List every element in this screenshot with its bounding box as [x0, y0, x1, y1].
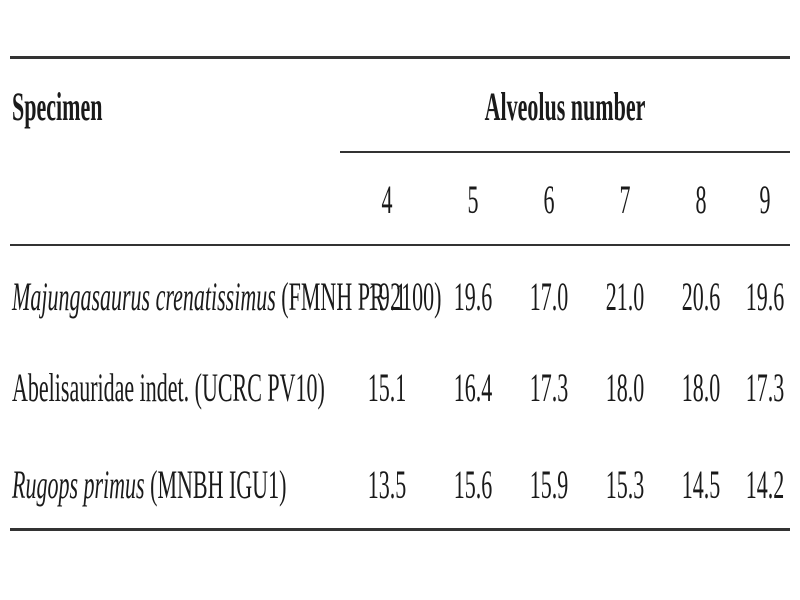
column-header: 4	[381, 177, 393, 222]
value-cell: 14.2	[745, 462, 785, 507]
taxon-name: Rugops primus	[12, 462, 145, 507]
value-cell: 18.0	[605, 365, 645, 410]
specimen-name: Abelisauridae indet. (UCRC PV10)	[12, 368, 325, 408]
value-cell: 17.3	[745, 365, 785, 410]
column-header: 8	[695, 177, 707, 222]
value-cell: 15.3	[605, 462, 645, 507]
value-cell: 17.0	[529, 274, 569, 319]
specimen-header: Specimen	[12, 84, 103, 129]
header-rule	[10, 244, 790, 246]
value-cell: 14.5	[681, 462, 721, 507]
value-cell: 15.6	[453, 462, 493, 507]
value-cell: 15.9	[529, 462, 569, 507]
value-cell: 16.4	[453, 365, 493, 410]
specimen-name: Rugops primus (MNBH IGU1)	[12, 465, 286, 505]
specimen-name: Majungasaurus crenatissimus (FMNH PR 210…	[12, 277, 441, 317]
group-rule	[340, 151, 790, 153]
value-cell: 18.0	[681, 365, 721, 410]
bottom-rule	[10, 528, 790, 531]
group-header: Alveolus number	[484, 84, 646, 129]
column-header: 7	[619, 177, 631, 222]
value-cell: 19.1	[367, 274, 407, 319]
column-header: 6	[543, 177, 555, 222]
value-cell: 15.1	[367, 365, 407, 410]
specimen-id: Abelisauridae indet. (UCRC PV10)	[12, 365, 325, 410]
specimen-id: (MNBH IGU1)	[150, 462, 287, 507]
value-cell: 21.0	[605, 274, 645, 319]
value-cell: 19.6	[745, 274, 785, 319]
specimen-id: (FMNH PR 2100)	[281, 274, 442, 319]
column-header: 5	[467, 177, 479, 222]
column-header: 9	[759, 177, 771, 222]
taxon-name: Majungasaurus crenatissimus	[12, 274, 276, 319]
value-cell: 13.5	[367, 462, 407, 507]
value-cell: 20.6	[681, 274, 721, 319]
value-cell: 19.6	[453, 274, 493, 319]
top-rule	[10, 56, 790, 59]
value-cell: 17.3	[529, 365, 569, 410]
